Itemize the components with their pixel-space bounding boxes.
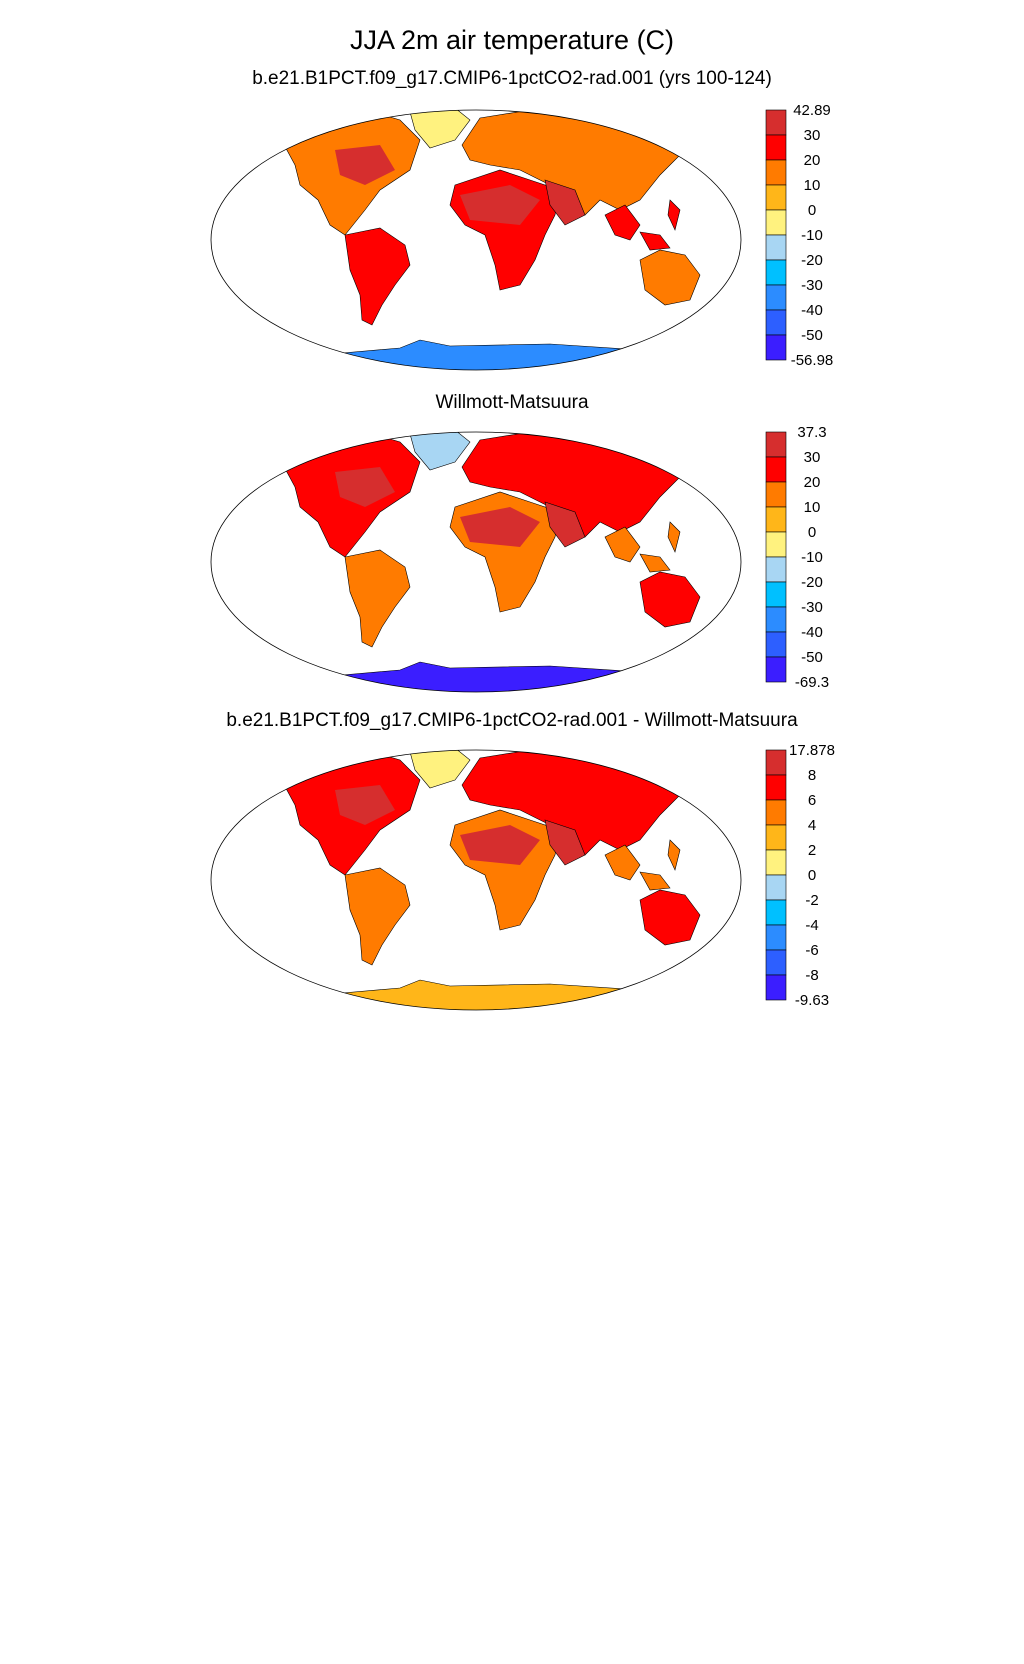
colorbar-label: 0 <box>808 524 816 541</box>
colorbar-label: 20 <box>804 474 821 491</box>
colorbar-label: -2 <box>805 892 818 909</box>
colorbar-label: 2 <box>808 842 816 859</box>
hot-patch-sahara <box>460 825 540 865</box>
colorbar-swatch <box>765 774 787 801</box>
colorbar-label: -40 <box>801 624 823 641</box>
colorbar-swatch <box>765 109 787 136</box>
colorbar-label: -69.3 <box>795 674 829 691</box>
colorbar-swatch <box>765 899 787 926</box>
panel-title-obs: Willmott-Matsuura <box>435 392 589 413</box>
colorbar-swatch <box>765 456 787 483</box>
colorbar-swatch <box>765 849 787 876</box>
colorbar-swatch <box>765 234 787 261</box>
colorbar-swatch <box>765 974 787 1001</box>
hot-patch-north-america <box>335 785 395 825</box>
colorbar-swatch <box>765 581 787 608</box>
colorbar-swatch <box>765 134 787 161</box>
colorbar-label: 0 <box>808 867 816 884</box>
colorbar-label: -50 <box>801 649 823 666</box>
map-border <box>210 109 742 371</box>
colorbar-swatch <box>765 531 787 558</box>
colorbar-label: 30 <box>804 127 821 144</box>
hot-patch-sahara <box>460 185 540 225</box>
colorbar-label: 20 <box>804 152 821 169</box>
colorbar-label: -10 <box>801 549 823 566</box>
colorbar-swatch <box>765 874 787 901</box>
colorbar-label: -56.98 <box>791 352 834 369</box>
colorbar-label: -9.63 <box>795 992 829 1009</box>
colorbar-swatch <box>765 481 787 508</box>
hot-patch-north-america <box>335 467 395 507</box>
colorbar-label: 0 <box>808 202 816 219</box>
colorbar-label: -8 <box>805 967 818 984</box>
colorbar-swatch <box>765 656 787 683</box>
colorbar-label: -30 <box>801 599 823 616</box>
colorbar-swatch <box>765 924 787 951</box>
panel-title-model: b.e21.B1PCT.f09_g17.CMIP6-1pctCO2-rad.00… <box>252 68 772 89</box>
colorbar-label: 42.89 <box>793 102 831 119</box>
colorbar-label: 30 <box>804 449 821 466</box>
colorbar-label: 37.3 <box>797 424 826 441</box>
colorbar-swatch <box>765 259 787 286</box>
hot-patch-sahara <box>460 507 540 547</box>
map-panel-diff <box>210 749 742 1011</box>
map-border <box>210 749 742 1011</box>
colorbar-label: -6 <box>805 942 818 959</box>
colorbar-swatch <box>765 159 787 186</box>
colorbar-swatch <box>765 824 787 851</box>
main-title: JJA 2m air temperature (C) <box>349 25 675 55</box>
map-panel-obs <box>210 431 742 693</box>
colorbar-model: 42.89 30 20 10 0 -10 -20 -30 -40 -50 -56.98 <box>765 102 834 369</box>
colorbar-label: 8 <box>808 767 816 784</box>
colorbar-label: -30 <box>801 277 823 294</box>
colorbar-label: -20 <box>801 574 823 591</box>
colorbar-label: 4 <box>808 817 816 834</box>
colorbar-swatch <box>765 284 787 311</box>
panel-title-diff: b.e21.B1PCT.f09_g17.CMIP6-1pctCO2-rad.00… <box>226 710 798 731</box>
colorbar-label: -10 <box>801 227 823 244</box>
colorbar-swatch <box>765 209 787 236</box>
colorbar-swatch <box>765 799 787 826</box>
colorbar-label: -50 <box>801 327 823 344</box>
colorbar-swatch <box>765 431 787 458</box>
colorbar-swatch <box>765 506 787 533</box>
map-panel-model <box>210 109 742 371</box>
colorbar-label: 6 <box>808 792 816 809</box>
colorbar-label: -4 <box>805 917 818 934</box>
colorbar-swatch <box>765 606 787 633</box>
colorbar-label: 10 <box>804 499 821 516</box>
colorbar-swatch <box>765 334 787 361</box>
map-border <box>210 431 742 693</box>
colorbar-label: -40 <box>801 302 823 319</box>
colorbar-label: -20 <box>801 252 823 269</box>
colorbar-obs: 37.3 30 20 10 0 -10 -20 -30 -40 -50 -69.3 <box>765 424 829 691</box>
hot-patch-north-america <box>335 145 395 185</box>
colorbar-label: 10 <box>804 177 821 194</box>
colorbar-swatch <box>765 749 787 776</box>
colorbar-diff: 17.878 8 6 4 2 0 -2 -4 -6 -8 -9.63 <box>765 742 835 1009</box>
colorbar-swatch <box>765 556 787 583</box>
colorbar-label: 17.878 <box>789 742 835 759</box>
colorbar-swatch <box>765 184 787 211</box>
colorbar-swatch <box>765 949 787 976</box>
